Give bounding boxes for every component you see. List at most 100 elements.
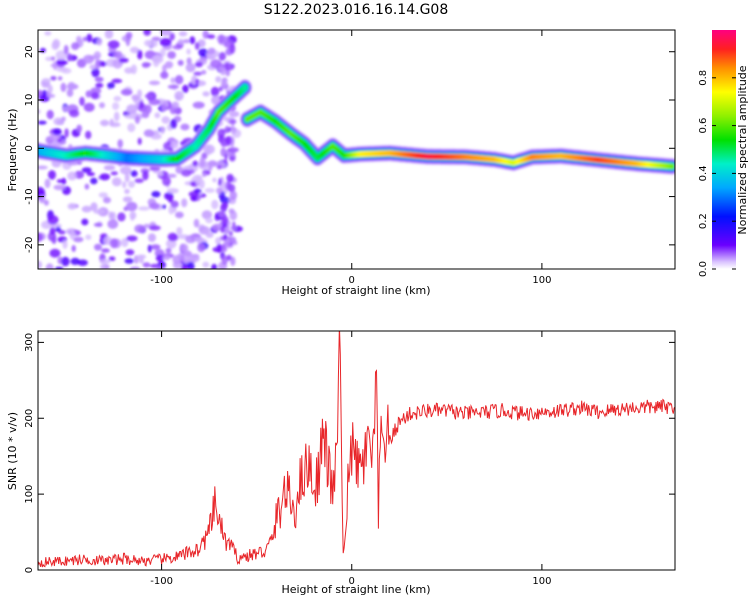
noise-speckle <box>137 89 143 98</box>
noise-speckle <box>171 101 180 109</box>
noise-speckle <box>38 260 43 269</box>
noise-speckle <box>157 171 163 177</box>
noise-speckle <box>126 201 138 212</box>
noise-speckle <box>108 256 116 262</box>
noise-speckle <box>83 102 95 112</box>
noise-speckle <box>63 44 69 55</box>
noise-speckle <box>194 61 203 68</box>
noise-speckle <box>162 176 171 187</box>
noise-speckle <box>117 212 126 222</box>
noise-speckle <box>148 225 161 231</box>
noise-speckle <box>52 38 61 49</box>
noise-speckle <box>44 31 52 36</box>
noise-speckle <box>84 183 90 190</box>
noise-speckle <box>198 48 208 57</box>
noise-speckle <box>44 178 51 189</box>
y-tick-label: 0 <box>24 145 35 151</box>
snr-frame <box>37 330 676 571</box>
noise-speckle <box>229 43 236 54</box>
noise-speckle <box>107 82 115 89</box>
noise-speckle <box>193 188 202 193</box>
noise-speckle <box>139 100 144 109</box>
noise-speckle <box>43 199 49 206</box>
noise-speckle <box>225 136 232 145</box>
noise-speckle <box>86 172 95 177</box>
snr-xlabel: Height of straight line (km) <box>281 583 430 596</box>
noise-speckle <box>220 138 227 148</box>
y-tick-label: 300 <box>24 333 35 352</box>
noise-speckle <box>73 236 84 243</box>
noise-speckle <box>127 123 136 133</box>
y-tick-label: 10 <box>24 94 35 107</box>
noise-speckle <box>121 237 129 248</box>
noise-speckle <box>230 127 237 135</box>
noise-speckle <box>113 50 123 59</box>
noise-speckle <box>216 243 222 253</box>
noise-speckle <box>124 114 136 119</box>
noise-speckle <box>224 238 231 249</box>
noise-speckle <box>174 75 184 85</box>
noise-speckle <box>178 31 188 37</box>
noise-speckle <box>49 227 56 235</box>
noise-speckle <box>130 170 138 177</box>
noise-speckle <box>82 36 88 42</box>
noise-speckle <box>168 205 175 215</box>
noise-speckle <box>144 93 155 99</box>
noise-speckle <box>126 235 138 242</box>
noise-speckle <box>145 104 152 114</box>
noise-speckle <box>147 244 152 253</box>
noise-speckle <box>101 248 110 253</box>
noise-speckle <box>136 254 147 259</box>
noise-speckle <box>53 184 66 191</box>
noise-speckle <box>122 196 133 203</box>
noise-speckle <box>198 226 210 235</box>
noise-speckle <box>221 255 228 266</box>
noise-speckle <box>205 217 213 224</box>
noise-speckle <box>201 70 207 75</box>
noise-speckle <box>176 227 183 235</box>
noise-speckle <box>71 42 80 50</box>
noise-speckle <box>76 124 82 133</box>
noise-speckle <box>210 86 220 97</box>
noise-speckle <box>124 172 130 183</box>
noise-speckle <box>211 199 219 210</box>
noise-speckle <box>38 109 41 114</box>
noise-speckle <box>167 188 179 194</box>
noise-speckle <box>38 165 48 170</box>
noise-speckle <box>47 215 59 225</box>
noise-speckle <box>164 61 174 69</box>
noise-speckle <box>124 67 134 74</box>
noise-speckle <box>227 64 234 71</box>
noise-speckle <box>192 101 205 109</box>
noise-speckle <box>69 109 80 118</box>
noise-speckle <box>99 173 111 181</box>
noise-speckle <box>195 78 200 84</box>
noise-speckle <box>167 51 177 59</box>
noise-speckle <box>94 243 102 251</box>
noise-speckle <box>180 243 189 253</box>
noise-speckle <box>177 39 185 45</box>
noise-speckle <box>62 240 68 249</box>
snr-axes: -100 0 100 0 100 200 300 <box>24 331 675 587</box>
noise-speckle <box>67 203 77 210</box>
noise-speckle <box>108 211 114 220</box>
noise-speckle <box>160 71 169 79</box>
noise-speckle <box>57 76 63 81</box>
colorbar-ticks: 0.0 0.2 0.4 0.6 0.8 <box>698 70 736 277</box>
noise-speckle <box>91 67 100 78</box>
noise-speckle <box>113 95 122 102</box>
noise-speckle <box>47 84 53 94</box>
colorbar-tick-label: 0.2 <box>698 213 709 229</box>
noise-speckle <box>197 39 206 48</box>
colorbar-tick-label: 0.6 <box>698 118 709 134</box>
noise-speckle <box>208 160 217 168</box>
noise-speckle <box>61 177 67 185</box>
noise-speckle <box>81 205 92 213</box>
noise-speckle <box>143 223 150 229</box>
noise-speckle <box>183 39 190 44</box>
noise-speckle <box>111 177 122 187</box>
x-tick-label: 100 <box>532 576 551 587</box>
